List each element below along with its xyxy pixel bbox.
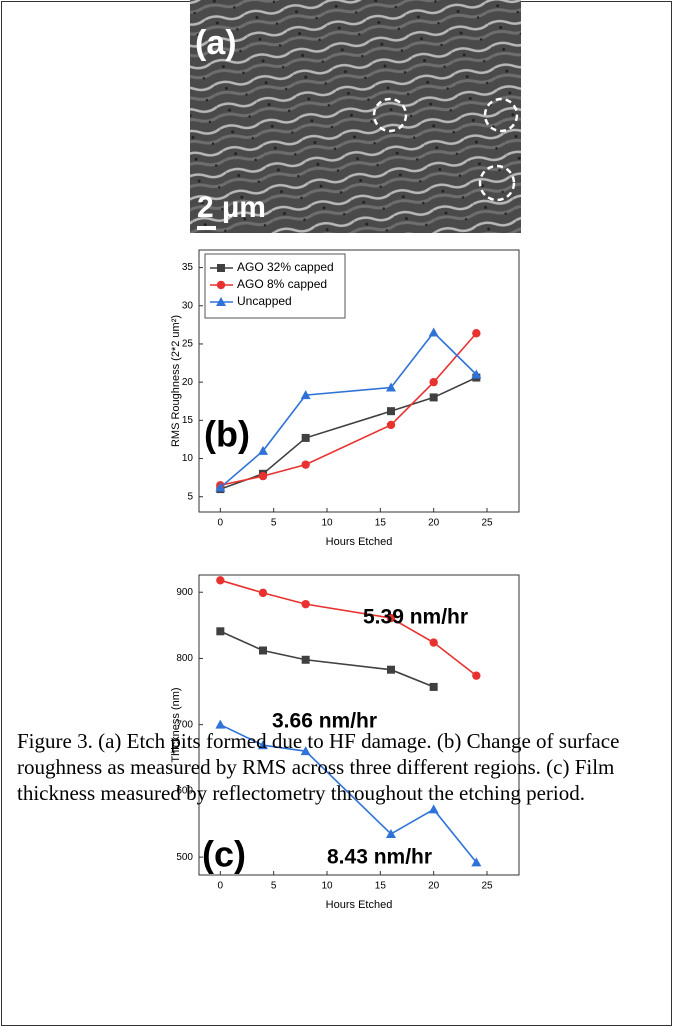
marker [472, 671, 481, 680]
marker [300, 746, 311, 756]
marker [259, 646, 267, 655]
y-tick-label: 600 [176, 786, 193, 797]
x-tick-label: 10 [321, 518, 333, 529]
marker [258, 445, 268, 455]
y-tick-label: 800 [176, 653, 193, 664]
marker [258, 588, 268, 598]
marker [216, 627, 225, 636]
legend-marker [216, 280, 226, 290]
legend-label: AGO 8% capped [237, 277, 327, 291]
marker [216, 576, 225, 585]
marker [258, 471, 268, 481]
marker [386, 420, 396, 430]
y-tick-label: 900 [176, 587, 193, 598]
series-line [220, 376, 477, 490]
marker [215, 719, 226, 729]
x-tick-label: 0 [218, 518, 224, 529]
marker [301, 433, 310, 442]
series-line [220, 579, 477, 677]
marker [301, 460, 310, 469]
marker [471, 857, 482, 867]
series-line [220, 630, 434, 688]
x-tick-label: 20 [428, 881, 440, 892]
y-tick-label: 5 [187, 491, 193, 502]
marker [386, 382, 396, 392]
chart: 0 5 10 15 20 25 5 10 15 20 25 30 35 Hours Etched RMS R… [170, 249, 520, 548]
marker [215, 482, 226, 492]
marker [471, 369, 482, 379]
x-axis-label: Hours Etched [326, 536, 393, 548]
x-tick-label: 15 [375, 881, 387, 892]
y-tick-label: 15 [182, 415, 194, 426]
legend-marker [217, 264, 225, 272]
x-axis-label: Hours Etched [326, 899, 393, 911]
series-line [219, 331, 477, 489]
y-axis-label: Thickness (nm) [170, 687, 182, 762]
annotation: 5.39 nm/hr [363, 606, 468, 629]
annotation: 3.66 nm/hr [272, 710, 377, 733]
legend-label: Uncapped [237, 294, 292, 308]
scale-bar [197, 226, 216, 230]
annotation: 8.43 nm/hr [327, 846, 432, 869]
x-tick-label: 15 [375, 518, 387, 529]
y-tick-label: 500 [176, 852, 193, 863]
marker [472, 329, 481, 338]
legend-marker [216, 297, 226, 306]
marker [387, 665, 395, 674]
marker [386, 613, 396, 623]
marker [428, 804, 439, 814]
marker [301, 599, 310, 609]
plot-frame [198, 249, 520, 513]
legend-label: AGO 32% capped [237, 260, 334, 274]
marker [429, 682, 438, 691]
marker [429, 393, 438, 402]
marker [301, 655, 310, 664]
x-tick-label: 5 [271, 518, 277, 529]
marker [387, 407, 395, 416]
y-tick-label: 10 [182, 453, 194, 464]
legend-box [204, 253, 346, 319]
scale-bar-label: 2 µm [197, 191, 266, 224]
series-line [219, 723, 477, 863]
x-tick-label: 10 [321, 881, 333, 892]
x-tick-label: 5 [271, 881, 277, 892]
chart: 0 5 10 15 20 25 500 600 700 800 900 Hours Etched Thi… [170, 574, 520, 911]
y-tick-label: 25 [182, 339, 194, 350]
x-tick-label: 0 [218, 881, 224, 892]
x-tick-label: 25 [481, 881, 493, 892]
marker [428, 327, 439, 337]
marker [386, 828, 396, 838]
series-line [220, 332, 477, 487]
marker [429, 638, 438, 647]
sem-image: (a) 2 µm [190, 0, 521, 233]
marker [429, 377, 438, 387]
annotation: (c) [202, 834, 246, 875]
y-axis-label: RMS Roughness (2*2 um²) [170, 315, 182, 447]
marker [258, 740, 268, 750]
panel-label: (a) [195, 24, 237, 62]
caption: Figure 3. (a) Etch pits formed due to HF… [17, 729, 620, 805]
x-tick-label: 20 [428, 518, 440, 529]
marker [300, 390, 311, 400]
y-tick-label: 20 [182, 377, 194, 388]
y-tick-label: 700 [176, 719, 193, 730]
y-tick-label: 35 [182, 262, 194, 273]
y-tick-label: 30 [182, 300, 194, 311]
annotation: (b) [204, 414, 250, 455]
x-tick-label: 25 [481, 518, 493, 529]
